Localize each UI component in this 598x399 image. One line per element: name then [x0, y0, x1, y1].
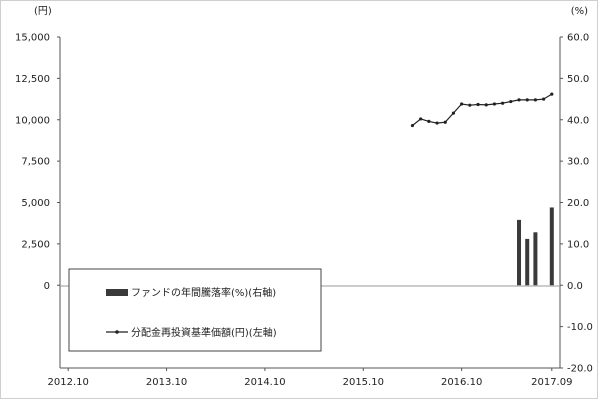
y-left-tick-label: 10,000 — [15, 115, 50, 126]
line-point — [492, 102, 497, 106]
line-point — [533, 98, 538, 102]
y-right-tick-label: -20.0 — [567, 364, 593, 375]
line-point — [435, 121, 439, 125]
line-point — [476, 102, 480, 107]
y-left-tick-labels: 15,000 12,500 10,000 7,500 5,000 2,500 0 — [15, 33, 60, 292]
y-right-tick-label: -10.0 — [567, 322, 593, 333]
line-series — [410, 92, 554, 128]
legend-line-label: 分配金再投資基準価額(円)(左軸) — [131, 326, 277, 339]
line-point — [509, 99, 513, 104]
bar-series — [517, 207, 554, 286]
y-right-tick-labels: 60.0 50.0 40.0 30.0 20.0 10.0 0.0 -10.0 -20.0 — [560, 33, 593, 375]
line-point — [410, 123, 415, 128]
line-point — [419, 117, 423, 121]
x-tick-label: 2017.09 — [531, 377, 572, 388]
line-point — [427, 119, 431, 124]
line-point — [468, 103, 472, 107]
bar — [533, 232, 538, 286]
y-left-unit: (円) — [34, 6, 52, 17]
legend-bar-swatch — [106, 289, 128, 296]
y-right-unit: (%) — [571, 6, 588, 17]
bar — [525, 238, 530, 286]
line-point — [517, 98, 521, 102]
y-left-tick-label: 12,500 — [15, 74, 50, 85]
y-left-tick-label: 0 — [44, 281, 50, 292]
line-point — [501, 101, 505, 105]
legend-box — [68, 268, 322, 352]
line-point — [484, 103, 488, 107]
x-tick-label: 2012.10 — [48, 377, 89, 388]
line-point — [451, 111, 456, 115]
legend-bar-label: ファンドの年間騰落率(%)(右軸) — [131, 286, 276, 299]
line-point — [550, 92, 554, 96]
legend: ファンドの年間騰落率(%)(右軸) 分配金再投資基準価額(円)(左軸) — [68, 268, 322, 352]
y-right-tick-label: 0.0 — [567, 281, 583, 292]
x-tick-label: 2014.10 — [244, 377, 285, 388]
y-right-tick-label: 10.0 — [567, 239, 589, 250]
x-tick-label: 2016.10 — [441, 377, 482, 388]
x-tick-label: 2013.10 — [146, 377, 187, 388]
y-left-tick-label: 2,500 — [21, 239, 50, 250]
y-right-tick-label: 50.0 — [567, 74, 589, 85]
y-left-tick-label: 7,500 — [21, 157, 50, 168]
y-left-tick-label: 5,000 — [21, 198, 50, 209]
y-right-tick-label: 20.0 — [567, 198, 589, 209]
x-tick-label: 2015.10 — [343, 377, 384, 388]
y-right-tick-label: 60.0 — [567, 33, 589, 44]
y-right-tick-label: 30.0 — [567, 157, 589, 168]
line-point — [542, 97, 546, 101]
line-point — [443, 120, 447, 124]
y-left-tick-label: 15,000 — [15, 33, 50, 44]
x-tick-labels: 2012.10 2013.10 2014.10 2015.10 2016.10 2017.… — [48, 368, 572, 388]
line-point — [525, 98, 529, 102]
y-right-tick-label: 40.0 — [567, 115, 589, 126]
bar — [549, 207, 554, 286]
bar — [517, 219, 522, 286]
line-point — [460, 102, 464, 106]
legend-line-marker — [115, 330, 119, 334]
